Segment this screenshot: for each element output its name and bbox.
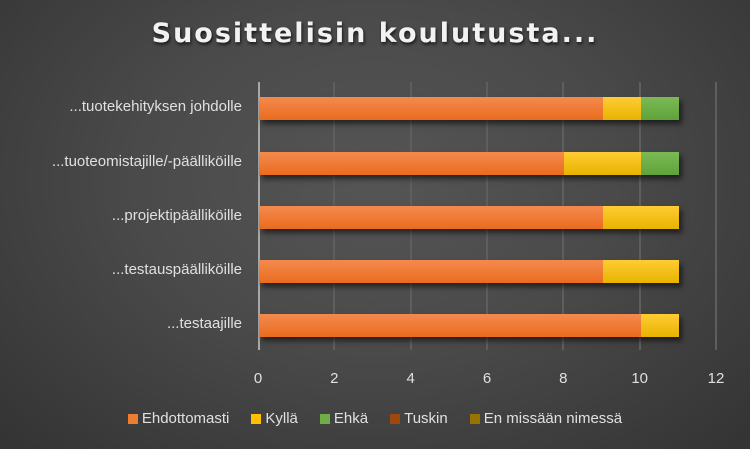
x-tick-label: 0 bbox=[253, 370, 263, 387]
bar-segment-ehdottomasti bbox=[259, 97, 603, 120]
legend-swatch-icon bbox=[251, 413, 262, 424]
legend-item: Tuskin bbox=[390, 410, 448, 427]
bar-row bbox=[259, 260, 679, 283]
legend-item: Ehkä bbox=[319, 410, 369, 427]
legend-swatch-icon bbox=[127, 413, 138, 424]
legend-swatch-icon bbox=[319, 413, 330, 424]
bar-segment-kyllä bbox=[602, 260, 679, 283]
legend-label: Ehdottomasti bbox=[141, 410, 230, 427]
category-label: ...testaajille bbox=[166, 315, 242, 332]
gridline bbox=[715, 82, 717, 350]
bar-segment-kyllä bbox=[564, 152, 641, 175]
bar-row bbox=[259, 206, 679, 229]
chart-title: Suosittelisin koulutusta... bbox=[151, 18, 599, 49]
x-tick-label: 12 bbox=[707, 370, 725, 387]
category-label: ...testauspäälliköille bbox=[111, 261, 242, 278]
x-tick-label: 10 bbox=[631, 370, 648, 387]
x-tick-label: 4 bbox=[406, 370, 415, 387]
plot-area bbox=[258, 82, 717, 350]
legend-label: Tuskin bbox=[404, 410, 448, 427]
x-tick-label: 2 bbox=[330, 370, 339, 387]
legend-item: En missään nimessä bbox=[469, 410, 623, 427]
legend: Ehdottomasti Kyllä Ehkä Tuskin En missään ni… bbox=[0, 410, 750, 427]
bar-segment-ehkä bbox=[640, 97, 679, 120]
legend-item: Kyllä bbox=[251, 410, 298, 427]
legend-item: Ehdottomasti bbox=[127, 410, 230, 427]
category-label: ...projektipäälliköille bbox=[111, 207, 242, 224]
legend-swatch-icon bbox=[469, 413, 480, 424]
legend-label: Kyllä bbox=[265, 410, 298, 427]
bar-row bbox=[259, 97, 679, 120]
bar-segment-ehdottomasti bbox=[259, 206, 603, 229]
x-tick-label: 8 bbox=[559, 370, 568, 387]
bar-segment-ehdottomasti bbox=[259, 314, 641, 337]
bar-segment-ehkä bbox=[640, 152, 679, 175]
bar-segment-ehdottomasti bbox=[259, 260, 603, 283]
x-tick-label: 6 bbox=[482, 370, 492, 387]
bar-segment-ehdottomasti bbox=[259, 152, 565, 175]
category-label: ...tuoteomistajille/-päälliköille bbox=[51, 153, 242, 170]
bar-row bbox=[259, 152, 679, 175]
category-label: ...tuotekehityksen johdolle bbox=[69, 98, 242, 115]
bar-segment-kyllä bbox=[602, 206, 679, 229]
bar-segment-kyllä bbox=[640, 314, 679, 337]
bar-row bbox=[259, 314, 679, 337]
legend-label: Ehkä bbox=[333, 410, 369, 427]
legend-label: En missään nimessä bbox=[483, 410, 623, 427]
bar-segment-kyllä bbox=[602, 97, 641, 120]
legend-swatch-icon bbox=[390, 413, 401, 424]
